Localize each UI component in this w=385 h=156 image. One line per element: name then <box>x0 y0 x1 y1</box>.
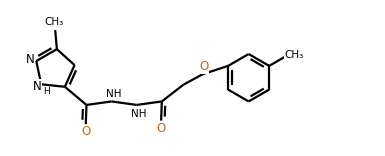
Text: CH₃: CH₃ <box>285 50 304 60</box>
Text: O: O <box>199 60 209 73</box>
Text: NH: NH <box>105 89 121 99</box>
Text: O: O <box>81 125 90 138</box>
Text: N: N <box>33 80 42 93</box>
Text: O: O <box>156 122 166 135</box>
Text: H: H <box>43 88 49 96</box>
Text: CH₃: CH₃ <box>45 17 64 27</box>
Text: NH: NH <box>131 109 146 119</box>
Text: N: N <box>26 53 34 66</box>
